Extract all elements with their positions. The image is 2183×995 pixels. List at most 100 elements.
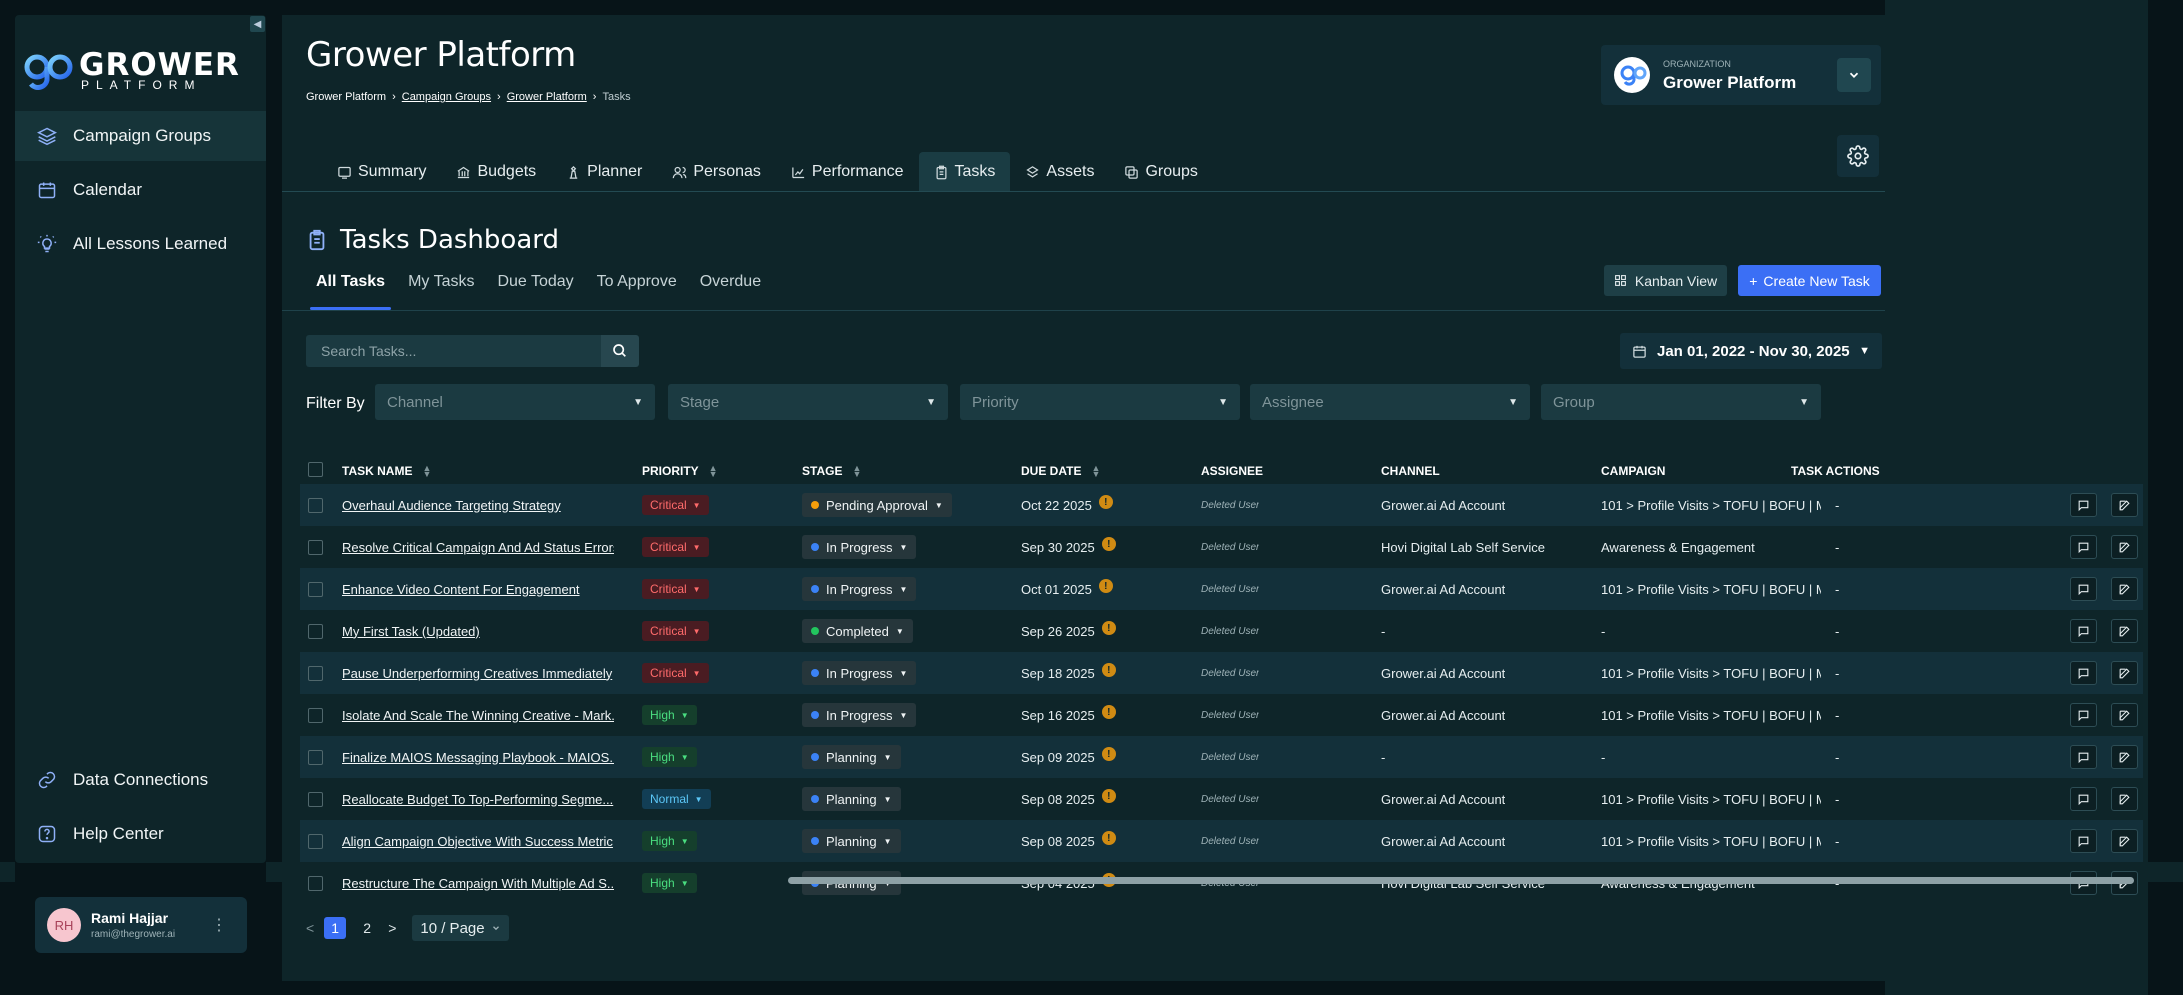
priority-select[interactable]: Critical ▼	[642, 537, 709, 557]
priority-select[interactable]: Normal ▼	[642, 789, 711, 809]
subtab-all-tasks[interactable]: All Tasks	[309, 273, 392, 310]
comment-button[interactable]	[2070, 535, 2097, 559]
stage-select[interactable]: In Progress ▼	[802, 577, 917, 601]
prev-page-icon[interactable]: <	[306, 920, 315, 936]
kanban-view-button[interactable]: Kanban View	[1604, 265, 1727, 296]
breadcrumb-item[interactable]: Grower Platform	[506, 91, 587, 103]
user-card[interactable]: RH Rami Hajjar rami@thegrower.ai ⋮	[35, 897, 247, 953]
stage-select[interactable]: Planning ▼	[802, 745, 901, 769]
subtab-due-today[interactable]: Due Today	[497, 273, 574, 290]
subtab-to-approve[interactable]: To Approve	[596, 273, 677, 290]
task-name-link[interactable]: Enhance Video Content For Engagement	[342, 581, 580, 597]
tab-personas[interactable]: Personas	[657, 152, 776, 192]
task-name-link[interactable]: Overhaul Audience Targeting Strategy	[342, 497, 561, 513]
sidebar-item-calendar[interactable]: Calendar	[15, 165, 266, 215]
table-row[interactable]: Enhance Video Content For Engagement Crit…	[300, 568, 2143, 610]
sort-icon[interactable]: ▲ ▼	[1091, 463, 1101, 479]
table-row[interactable]: Overhaul Audience Targeting Strategy Crit…	[300, 484, 2143, 526]
task-name-link[interactable]: Align Campaign Objective With Success Me…	[342, 833, 613, 849]
table-row[interactable]: Isolate And Scale The Winning Creative -…	[300, 694, 2143, 736]
column-stage[interactable]: STAGE ▲ ▼	[802, 464, 861, 479]
organization-selector[interactable]: ORGANIZATION Grower Platform	[1601, 45, 1881, 105]
task-name-link[interactable]: My First Task (Updated)	[342, 623, 480, 639]
stage-select[interactable]: In Progress ▼	[802, 661, 917, 685]
edit-button[interactable]	[2111, 787, 2138, 811]
collapse-sidebar-button[interactable]: ◀	[250, 16, 265, 32]
sort-icon[interactable]: ▲ ▼	[708, 463, 718, 479]
stage-select[interactable]: Planning ▼	[802, 787, 901, 811]
column-due-date[interactable]: DUE DATE ▲ ▼	[1021, 463, 1101, 479]
horizontal-scrollbar[interactable]	[788, 877, 2134, 884]
table-row[interactable]: Pause Underperforming Creatives Immediat…	[300, 652, 2143, 694]
row-checkbox[interactable]	[308, 749, 323, 765]
page-1-button[interactable]: 1	[324, 917, 347, 939]
settings-button[interactable]	[1837, 135, 1879, 177]
task-name-link[interactable]: Isolate And Scale The Winning Creative -…	[342, 707, 614, 723]
next-page-icon[interactable]: >	[388, 920, 397, 936]
column-task-name[interactable]: TASK NAME ▲ ▼	[342, 463, 432, 479]
comment-button[interactable]	[2070, 787, 2097, 811]
priority-select[interactable]: High ▼	[642, 705, 697, 725]
row-checkbox[interactable]	[308, 833, 323, 849]
row-checkbox[interactable]	[308, 623, 323, 639]
priority-select[interactable]: High ▼	[642, 747, 697, 767]
comment-button[interactable]	[2070, 745, 2097, 769]
breadcrumb-item[interactable]: Grower Platform	[306, 91, 387, 103]
comment-button[interactable]	[2070, 493, 2097, 517]
comment-button[interactable]	[2070, 703, 2097, 727]
comment-button[interactable]	[2070, 577, 2097, 601]
priority-select[interactable]: Critical ▼	[642, 663, 709, 683]
task-name-link[interactable]: Resolve Critical Campaign And Ad Status …	[342, 539, 614, 555]
assignee-filter[interactable]: Assignee ▼	[1250, 384, 1530, 420]
edit-button[interactable]	[2111, 661, 2138, 685]
edit-button[interactable]	[2111, 829, 2138, 853]
tab-performance[interactable]: Performance	[776, 152, 919, 192]
task-name-link[interactable]: Pause Underperforming Creatives Immediat…	[342, 665, 613, 681]
search-button[interactable]	[601, 335, 639, 367]
table-row[interactable]: Resolve Critical Campaign And Ad Status …	[300, 526, 2143, 568]
tab-budgets[interactable]: Budgets	[441, 152, 551, 192]
priority-select[interactable]: Critical ▼	[642, 495, 709, 515]
date-range-picker[interactable]: Jan 01, 2022 - Nov 30, 2025 ▼	[1620, 333, 1882, 369]
search-input[interactable]	[321, 343, 571, 359]
edit-button[interactable]	[2111, 745, 2138, 769]
table-row[interactable]: Align Campaign Objective With Success Me…	[300, 820, 2143, 862]
row-checkbox[interactable]	[308, 707, 323, 723]
table-row[interactable]: Reallocate Budget To Top-Performing Segm…	[300, 778, 2143, 820]
row-checkbox[interactable]	[308, 539, 323, 555]
row-checkbox[interactable]	[308, 875, 323, 891]
channel-filter[interactable]: Channel ▼	[375, 384, 655, 420]
group-filter[interactable]: Group ▼	[1541, 384, 1821, 420]
page-size-select[interactable]: 10 / Page	[412, 915, 509, 941]
stage-select[interactable]: In Progress ▼	[802, 703, 917, 727]
edit-button[interactable]	[2111, 577, 2138, 601]
task-name-link[interactable]: Restructure The Campaign With Multiple A…	[342, 875, 614, 891]
priority-select[interactable]: High ▼	[642, 873, 697, 893]
priority-select[interactable]: Critical ▼	[642, 579, 709, 599]
edit-button[interactable]	[2111, 493, 2138, 517]
row-checkbox[interactable]	[308, 791, 323, 807]
org-dropdown-button[interactable]	[1837, 58, 1871, 92]
breadcrumb-item[interactable]: Campaign Groups	[401, 91, 492, 103]
edit-button[interactable]	[2111, 535, 2138, 559]
comment-button[interactable]	[2070, 661, 2097, 685]
stage-select[interactable]: Planning ▼	[802, 829, 901, 853]
tab-tasks[interactable]: Tasks	[918, 152, 1011, 192]
row-checkbox[interactable]	[308, 665, 323, 681]
stage-select[interactable]: Pending Approval ▼	[802, 493, 952, 517]
task-name-link[interactable]: Finalize MAIOS Messaging Playbook - MAIO…	[342, 749, 614, 765]
kebab-menu-icon[interactable]: ⋮	[211, 917, 227, 934]
tab-assets[interactable]: Assets	[1010, 152, 1109, 192]
tab-planner[interactable]: Planner	[551, 152, 657, 192]
create-task-button[interactable]: + Create New Task	[1738, 265, 1881, 296]
stage-filter[interactable]: Stage ▼	[668, 384, 948, 420]
sidebar-item-data-connections[interactable]: Data Connections	[15, 755, 266, 805]
sidebar-item-campaign-groups[interactable]: Campaign Groups	[15, 111, 266, 161]
row-checkbox[interactable]	[308, 581, 323, 597]
tab-groups[interactable]: Groups	[1109, 152, 1212, 192]
stage-select[interactable]: In Progress ▼	[802, 535, 917, 559]
column-priority[interactable]: PRIORITY ▲ ▼	[642, 463, 718, 479]
tab-summary[interactable]: Summary	[322, 152, 441, 192]
select-all-checkbox[interactable]	[308, 462, 323, 477]
sort-icon[interactable]: ▲ ▼	[422, 463, 432, 479]
